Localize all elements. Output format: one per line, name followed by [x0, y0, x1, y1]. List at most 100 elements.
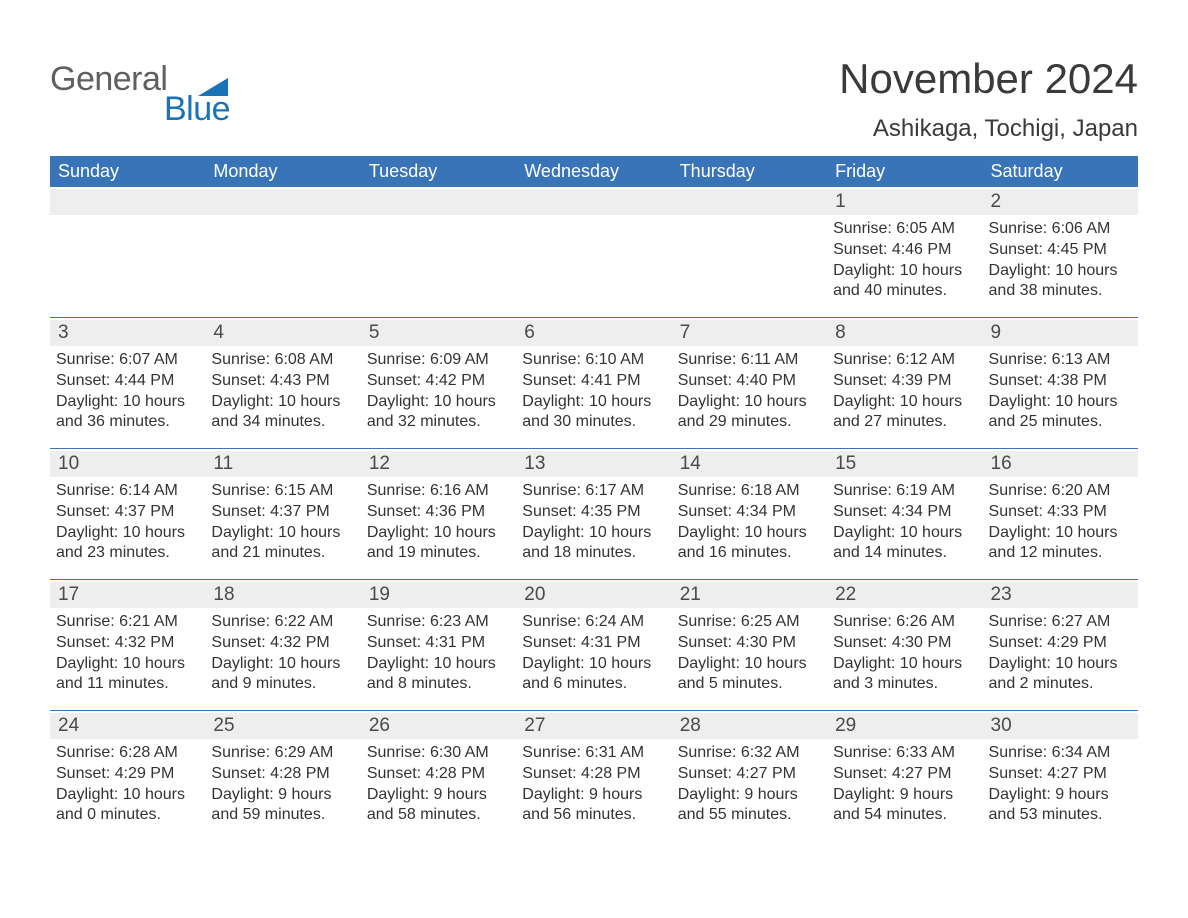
day-number: 18 [213, 584, 234, 606]
day-info: Sunrise: 6:13 AMSunset: 4:38 PMDaylight:… [989, 350, 1132, 433]
day-number-strip: 16 [983, 451, 1138, 477]
day-cell [205, 187, 360, 317]
week-row: 10Sunrise: 6:14 AMSunset: 4:37 PMDayligh… [50, 448, 1138, 579]
day-cell: 7Sunrise: 6:11 AMSunset: 4:40 PMDaylight… [672, 318, 827, 448]
sunrise-text: Sunrise: 6:16 AM [367, 481, 510, 502]
sunrise-text: Sunrise: 6:09 AM [367, 350, 510, 371]
daylight-text: Daylight: 10 hours and 27 minutes. [833, 392, 976, 434]
day-number-strip: 29 [827, 713, 982, 739]
day-number: 10 [58, 453, 79, 475]
day-info: Sunrise: 6:25 AMSunset: 4:30 PMDaylight:… [678, 612, 821, 695]
day-number-strip: 30 [983, 713, 1138, 739]
day-info: Sunrise: 6:06 AMSunset: 4:45 PMDaylight:… [989, 219, 1132, 302]
day-number-strip: 28 [672, 713, 827, 739]
day-info: Sunrise: 6:10 AMSunset: 4:41 PMDaylight:… [522, 350, 665, 433]
sunset-text: Sunset: 4:31 PM [367, 633, 510, 654]
day-info: Sunrise: 6:30 AMSunset: 4:28 PMDaylight:… [367, 743, 510, 826]
week-row: 24 Sunrise: 6:28 AMSunset: 4:29 PMDayligh… [50, 710, 1138, 841]
day-number: 7 [680, 322, 691, 344]
sunrise-text: Sunrise: 6:08 AM [211, 350, 354, 371]
sunset-text: Sunset: 4:42 PM [367, 371, 510, 392]
day-number: 21 [680, 584, 701, 606]
daylight-text: Daylight: 10 hours and 19 minutes. [367, 523, 510, 565]
day-cell [672, 187, 827, 317]
day-number: 8 [835, 322, 846, 344]
day-number-strip: 17 [50, 582, 205, 608]
daylight-text: Daylight: 9 hours and 58 minutes. [367, 785, 510, 827]
sunrise-text: Sunrise: 6:07 AM [56, 350, 199, 371]
day-cell: 8Sunrise: 6:12 AMSunset: 4:39 PMDaylight… [827, 318, 982, 448]
day-number-strip: 9 [983, 320, 1138, 346]
day-number: 4 [213, 322, 224, 344]
calendar: Sunday Monday Tuesday Wednesday Thursday… [50, 156, 1138, 841]
day-cell [50, 187, 205, 317]
day-cell: 17Sunrise: 6:21 AMSunset: 4:32 PMDayligh… [50, 580, 205, 710]
daylight-text: Daylight: 10 hours and 40 minutes. [833, 261, 976, 303]
day-number: 15 [835, 453, 856, 475]
day-cell: 4Sunrise: 6:08 AMSunset: 4:43 PMDaylight… [205, 318, 360, 448]
day-info: Sunrise: 6:15 AMSunset: 4:37 PMDaylight:… [211, 481, 354, 564]
daylight-text: Daylight: 10 hours and 12 minutes. [989, 523, 1132, 565]
day-cell: 9 Sunrise: 6:13 AMSunset: 4:38 PMDaylight… [983, 318, 1138, 448]
sunrise-text: Sunrise: 6:10 AM [522, 350, 665, 371]
day-cell: 29Sunrise: 6:33 AMSunset: 4:27 PMDayligh… [827, 711, 982, 841]
sunrise-text: Sunrise: 6:12 AM [833, 350, 976, 371]
daylight-text: Daylight: 10 hours and 11 minutes. [56, 654, 199, 696]
day-number-strip: 23 [983, 582, 1138, 608]
day-cell: 24 Sunrise: 6:28 AMSunset: 4:29 PMDayligh… [50, 711, 205, 841]
day-number-strip: 8 [827, 320, 982, 346]
day-number: 16 [991, 453, 1012, 475]
sunrise-text: Sunrise: 6:15 AM [211, 481, 354, 502]
daylight-text: Daylight: 9 hours and 59 minutes. [211, 785, 354, 827]
sunrise-text: Sunrise: 6:24 AM [522, 612, 665, 633]
sunrise-text: Sunrise: 6:14 AM [56, 481, 199, 502]
sunset-text: Sunset: 4:40 PM [678, 371, 821, 392]
day-info: Sunrise: 6:16 AMSunset: 4:36 PMDaylight:… [367, 481, 510, 564]
day-cell: 16 Sunrise: 6:20 AMSunset: 4:33 PMDayligh… [983, 449, 1138, 579]
day-info: Sunrise: 6:28 AMSunset: 4:29 PMDaylight:… [56, 743, 199, 826]
daylight-text: Daylight: 10 hours and 14 minutes. [833, 523, 976, 565]
logo-word-general: General [50, 60, 167, 99]
day-number-strip: 26 [361, 713, 516, 739]
daylight-text: Daylight: 10 hours and 23 minutes. [56, 523, 199, 565]
day-number-strip: 3 [50, 320, 205, 346]
day-info: Sunrise: 6:27 AMSunset: 4:29 PMDaylight:… [989, 612, 1132, 695]
day-cell: 5Sunrise: 6:09 AMSunset: 4:42 PMDaylight… [361, 318, 516, 448]
dow-thursday: Thursday [672, 156, 827, 187]
day-number: 22 [835, 584, 856, 606]
day-info: Sunrise: 6:26 AMSunset: 4:30 PMDaylight:… [833, 612, 976, 695]
day-number: 29 [835, 715, 856, 737]
dow-sunday: Sunday [50, 156, 205, 187]
daylight-text: Daylight: 9 hours and 55 minutes. [678, 785, 821, 827]
day-number: 17 [58, 584, 79, 606]
day-cell: 12Sunrise: 6:16 AMSunset: 4:36 PMDayligh… [361, 449, 516, 579]
day-info: Sunrise: 6:05 AMSunset: 4:46 PMDaylight:… [833, 219, 976, 302]
day-number: 13 [524, 453, 545, 475]
day-number-strip: 2 [983, 189, 1138, 215]
sunset-text: Sunset: 4:41 PM [522, 371, 665, 392]
logo: General Blue [50, 60, 167, 99]
day-number-strip: 18 [205, 582, 360, 608]
daylight-text: Daylight: 10 hours and 21 minutes. [211, 523, 354, 565]
sunset-text: Sunset: 4:31 PM [522, 633, 665, 654]
sunset-text: Sunset: 4:44 PM [56, 371, 199, 392]
day-number-strip: 1 [827, 189, 982, 215]
day-cell: 18Sunrise: 6:22 AMSunset: 4:32 PMDayligh… [205, 580, 360, 710]
sunrise-text: Sunrise: 6:22 AM [211, 612, 354, 633]
dow-saturday: Saturday [983, 156, 1138, 187]
week-row: 3 Sunrise: 6:07 AMSunset: 4:44 PM Daylight… [50, 317, 1138, 448]
sunset-text: Sunset: 4:30 PM [833, 633, 976, 654]
day-number: 20 [524, 584, 545, 606]
sunrise-text: Sunrise: 6:06 AM [989, 219, 1132, 240]
sunset-text: Sunset: 4:28 PM [522, 764, 665, 785]
day-number: 23 [991, 584, 1012, 606]
day-info: Sunrise: 6:20 AMSunset: 4:33 PMDaylight:… [989, 481, 1132, 564]
sunrise-text: Sunrise: 6:20 AM [989, 481, 1132, 502]
sunset-text: Sunset: 4:28 PM [367, 764, 510, 785]
day-number-strip: 20 [516, 582, 671, 608]
day-number-strip: 24 [50, 713, 205, 739]
day-number-strip: 22 [827, 582, 982, 608]
day-number-strip: 27 [516, 713, 671, 739]
day-number-strip: 5 [361, 320, 516, 346]
day-cell: 30Sunrise: 6:34 AMSunset: 4:27 PMDayligh… [983, 711, 1138, 841]
